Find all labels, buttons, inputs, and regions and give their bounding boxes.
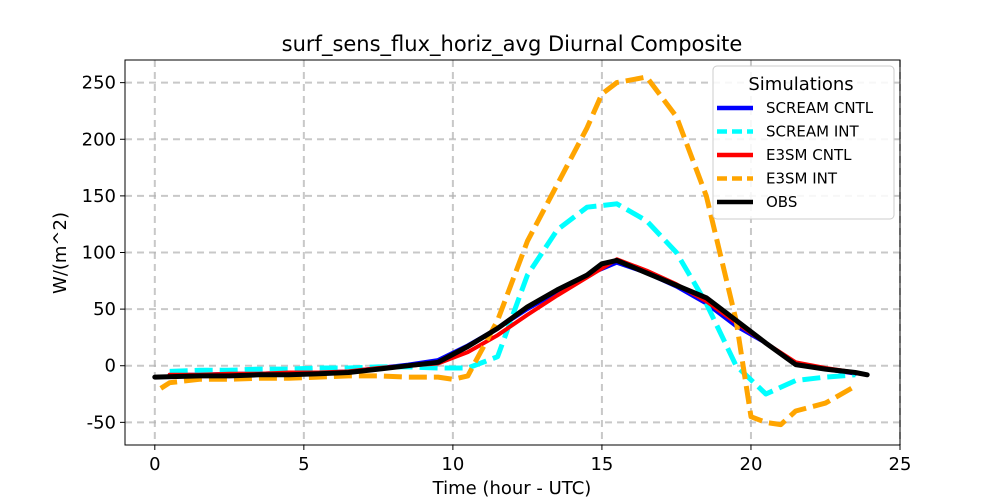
chart-title: surf_sens_flux_horiz_avg Diurnal Composi… [282, 32, 743, 57]
legend-title: Simulations [748, 74, 853, 95]
x-tick-label: 20 [740, 454, 763, 475]
x-axis: 0 5 10 15 20 25 [149, 445, 911, 475]
x-tick-label: 15 [590, 454, 613, 475]
y-tick-label: 0 [105, 356, 116, 377]
series-line-e3sm-int [159, 74, 857, 428]
series-line-obs [152, 257, 870, 380]
x-axis-label: Time (hour - UTC) [432, 478, 592, 499]
y-tick-label: 50 [93, 299, 116, 320]
y-tick-label: 100 [82, 243, 116, 264]
legend-label: E3SM CNTL [766, 146, 852, 164]
series-line-scream-int [169, 201, 856, 397]
y-tick-label: 200 [82, 129, 116, 150]
legend-label: SCREAM INT [766, 123, 860, 141]
y-axis-label: W/(m^2) [50, 212, 71, 294]
legend-label: SCREAM CNTL [766, 99, 874, 117]
legend-label: E3SM INT [766, 170, 838, 188]
y-tick-label: 250 [82, 73, 116, 94]
legend-box [712, 65, 895, 220]
y-tick-label: 150 [82, 186, 116, 207]
x-tick-label: 10 [441, 454, 464, 475]
legend-label: OBS [766, 193, 797, 211]
y-tick-label: -50 [87, 412, 116, 433]
x-tick-label: 25 [889, 454, 912, 475]
x-tick-label: 5 [298, 454, 309, 475]
plot-lines [152, 74, 870, 428]
x-tick-label: 0 [149, 454, 160, 475]
y-axis: -50 0 50 100 150 200 250 [82, 73, 125, 433]
legend: Simulations SCREAM CNTL SCREAM INT E3SM CN… [712, 65, 895, 220]
